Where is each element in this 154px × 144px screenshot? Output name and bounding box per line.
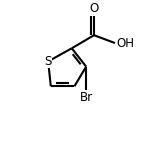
Text: Br: Br [80, 91, 93, 104]
Text: OH: OH [116, 37, 134, 50]
Text: S: S [45, 55, 52, 68]
Text: O: O [89, 2, 99, 15]
